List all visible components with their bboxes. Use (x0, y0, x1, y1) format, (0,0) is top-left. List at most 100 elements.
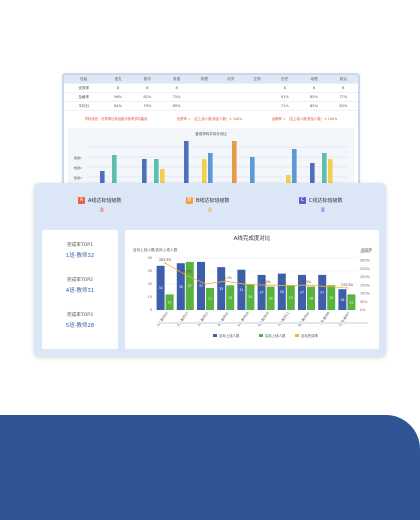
svg-text:数据2: 数据2 (74, 165, 82, 170)
completion-rate-line (164, 262, 347, 289)
table-cell: 85% (161, 101, 192, 111)
bar-value-label: 17 (208, 297, 212, 301)
y2-tick-label: 200% (360, 275, 370, 279)
rate-label: 150% (262, 280, 271, 284)
actual-bar[interactable] (286, 285, 295, 310)
actual-bar[interactable] (246, 284, 255, 310)
back-chart-bar (232, 141, 237, 193)
table-cell: 84% (103, 101, 133, 111)
back-chart-bar (322, 153, 327, 193)
target-bar[interactable] (277, 273, 286, 310)
actual-bar[interactable] (185, 261, 194, 310)
table-header-cell: 政治 (328, 75, 358, 84)
top-teacher-panel: 完成率TOP1 1班-教师32 完成率TOP2 4班-教师31 完成率TOP3 … (42, 230, 118, 349)
target-bar[interactable] (318, 274, 327, 310)
stat-b-value: 8 (208, 207, 212, 214)
svg-text:数据3: 数据3 (74, 175, 82, 180)
front-dashboard-card: A A线达标班级数 8 B B线达标班级数 8 C C线达标班级数 8 完成率TOP1… (34, 183, 386, 357)
top3-item: 完成率TOP3 5班-教师28 (42, 312, 118, 329)
table-header-cell: 班级 (64, 75, 104, 84)
top1-item: 完成率TOP1 1班-教师32 (42, 242, 118, 259)
target-bar[interactable] (298, 274, 306, 310)
bar-value-label: 19 (329, 296, 333, 300)
legend-swatch[interactable] (295, 334, 299, 337)
back-chart-bar (184, 141, 189, 193)
target-bar[interactable] (176, 263, 185, 310)
y-tick-label: 10 (148, 295, 152, 299)
table-header-cell: 数学 (132, 75, 162, 84)
target-bar[interactable] (156, 265, 165, 310)
top3-value: 5班-教师28 (65, 323, 95, 329)
actual-bar[interactable] (327, 285, 336, 310)
rate-point[interactable] (245, 283, 247, 286)
stat-a-label: A线达标班级数 (88, 198, 122, 204)
table-row: 优秀率 8 6 8 8 6 8 (64, 83, 358, 93)
legend-label[interactable]: 目标上线人数 (219, 333, 240, 338)
rate-point[interactable] (164, 262, 166, 264)
rate-point[interactable] (204, 283, 207, 285)
actual-bar[interactable] (165, 294, 174, 310)
bar-value-label: 16 (340, 298, 344, 302)
actual-bar[interactable] (347, 294, 356, 310)
table-cell: 77% (328, 92, 358, 102)
bar-value-label: 19 (228, 296, 232, 300)
table-header-cell: 物理 (191, 75, 218, 84)
table-row: 及格率 96% 82% 75% 91% 85% 77% (64, 92, 358, 102)
rate-label: 150% (302, 280, 311, 284)
bar-value-label: 28 (280, 290, 284, 294)
note-3: 及格率 = （达上线人数/参加人数）× 100% (271, 117, 338, 121)
top2-label: 完成率TOP2 (67, 278, 93, 283)
actual-bar[interactable] (307, 286, 315, 310)
table-header-cell: 生物 (243, 75, 271, 84)
badge-b: B (186, 197, 193, 204)
rate-point[interactable] (305, 284, 308, 287)
table-header-cell: 语文 (103, 75, 133, 84)
y2-tick-label: 250% (360, 267, 370, 271)
rate-point[interactable] (325, 285, 328, 288)
completion-chart: A线完成度对比 目标上线人数/实际上线人数 完成率 0 10 20 30 40 0% 50%… (133, 234, 372, 338)
table-cell: 平均分 (64, 101, 104, 111)
actual-bar[interactable] (206, 287, 214, 310)
legend-swatch[interactable] (213, 334, 217, 337)
bar-value-label: 34 (159, 286, 163, 290)
actual-bar[interactable] (266, 286, 275, 310)
target-bar[interactable] (217, 267, 226, 310)
table-cell: 8 (270, 83, 300, 93)
subject-table: 班级 语文 数学 英语 物理 化学 生物 历史 地理 政治 优秀率 8 6 8 8 6 8 及格率 96% 82% 7… (64, 75, 358, 111)
chart-scrollbar[interactable] (158, 322, 368, 324)
table-cell (243, 92, 271, 102)
stat-b-line: B B线达标班级数 8 (186, 197, 276, 214)
target-bar[interactable] (257, 274, 266, 310)
bar-value-label: 27 (320, 291, 324, 295)
y2-tick-label: 300% (360, 258, 370, 262)
table-cell: 96% (103, 92, 133, 102)
actual-bar[interactable] (226, 285, 235, 310)
rate-point[interactable] (346, 287, 348, 289)
table-cell: 6 (299, 83, 329, 93)
svg-text:数据1: 数据1 (74, 155, 82, 160)
target-bar[interactable] (338, 289, 347, 310)
rate-point[interactable] (285, 284, 288, 287)
target-bar[interactable] (237, 269, 246, 310)
rate-label: 133.3% (341, 283, 353, 287)
table-cell (217, 83, 244, 93)
rate-label: 213.5% (179, 270, 191, 274)
table-cell: 8 (161, 83, 192, 93)
rate-point[interactable] (184, 273, 187, 276)
note-1: 学科成绩：优秀率达标班级可参考学科建设 (84, 117, 148, 121)
target-bar[interactable] (197, 261, 205, 310)
legend-label[interactable]: 目标完成率 (301, 333, 319, 338)
rate-point[interactable] (265, 284, 267, 287)
table-cell: 8 (103, 83, 133, 93)
table-cell: 85% (299, 92, 329, 102)
legend-label[interactable]: 实际上线人数 (265, 333, 286, 338)
table-cell: 79% (132, 101, 162, 111)
table-cell (191, 101, 218, 111)
bar-value-label: 27 (300, 291, 304, 295)
bar-value-label: 27 (260, 291, 264, 295)
table-cell: 85% (328, 101, 358, 111)
rate-point[interactable] (224, 280, 227, 283)
note-2: 优秀率 = （达上线人数/参加人数）× 100% (176, 117, 243, 121)
table-header-row: 班级 语文 数学 英语 物理 化学 生物 历史 地理 政治 (64, 75, 358, 84)
legend-swatch[interactable] (259, 334, 263, 337)
